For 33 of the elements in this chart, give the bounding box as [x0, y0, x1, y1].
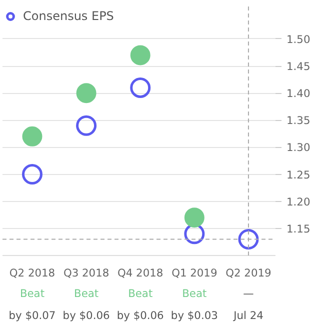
point — [22, 164, 42, 185]
y-tick-label: 1.45 — [286, 60, 310, 74]
y-tick-label: 1.50 — [286, 32, 310, 46]
text: Jul 24 — [232, 308, 264, 322]
text: — — [243, 286, 254, 300]
point — [130, 45, 150, 66]
x-tick-label: Q1 2019 — [172, 266, 218, 280]
y-tick-label: 1.40 — [286, 87, 310, 100]
text: Beat — [20, 286, 45, 300]
text: Beat — [74, 286, 99, 300]
x-tick-label: Q3 2018 — [63, 266, 110, 280]
legend-label: Consensus EPS — [23, 9, 114, 23]
text: by $0.07 — [8, 308, 56, 322]
text: by $0.06 — [116, 308, 164, 322]
point — [130, 77, 151, 98]
point — [238, 229, 259, 250]
text: Beat — [128, 286, 153, 300]
y-tick-label: 1.35 — [286, 114, 310, 128]
text: by $0.03 — [170, 308, 218, 322]
point — [76, 83, 96, 104]
point — [76, 115, 97, 136]
text: Beat — [182, 286, 207, 300]
point — [184, 224, 205, 244]
y-tick-label: 1.30 — [286, 141, 310, 154]
point — [184, 208, 204, 228]
point — [22, 126, 42, 146]
x-tick-label: Q2 2018 — [9, 266, 56, 280]
y-tick-label: 1.25 — [286, 168, 310, 182]
text: by $0.06 — [62, 308, 110, 322]
x-tick-label: Q4 2018 — [118, 266, 164, 280]
y-tick-label: 1.20 — [286, 195, 310, 208]
y-tick-label: 1.15 — [286, 222, 310, 236]
x-tick-label: Q2 2019 — [226, 266, 272, 280]
